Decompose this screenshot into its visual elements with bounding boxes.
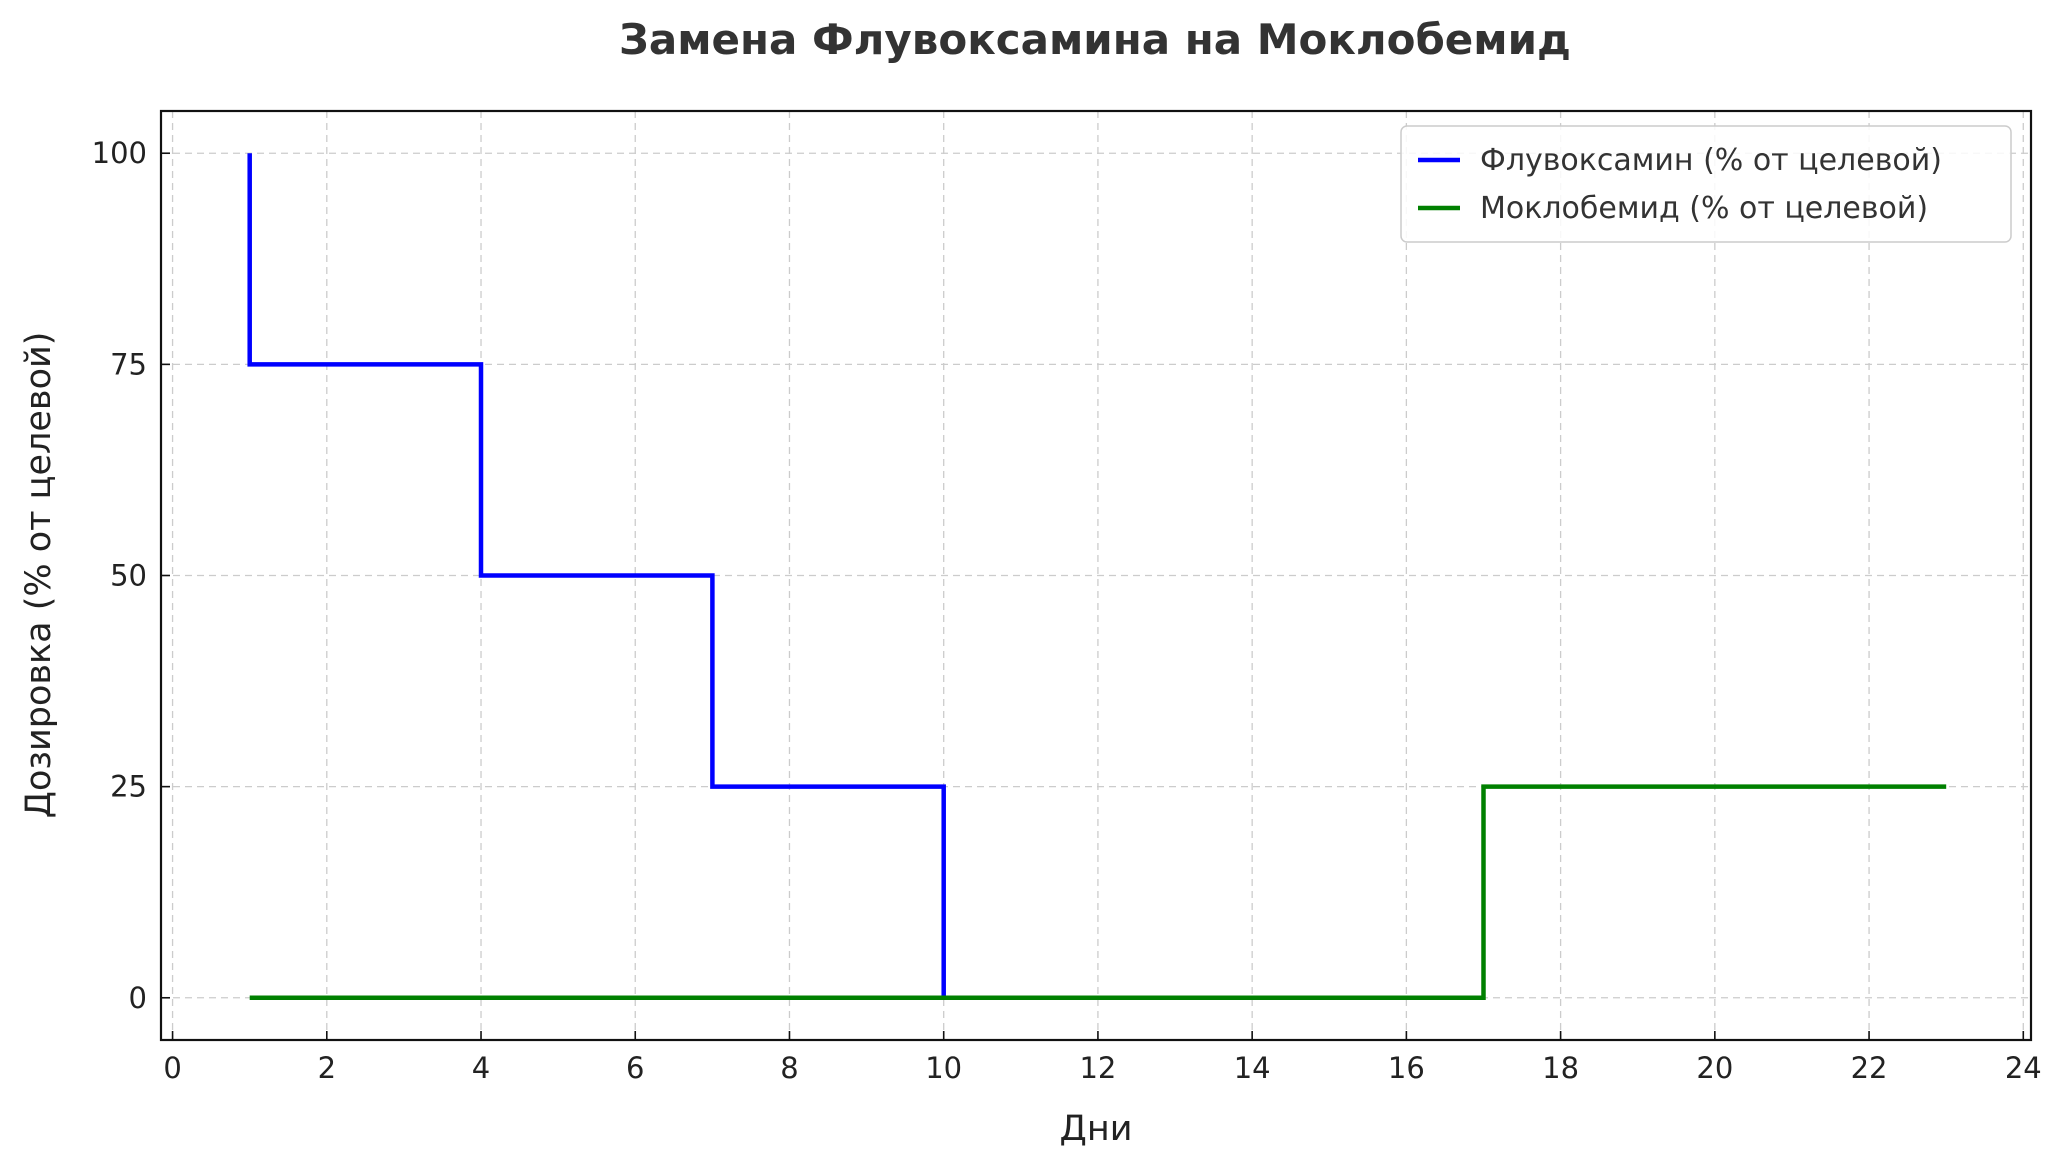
y-tick-label: 75 — [110, 347, 147, 381]
x-axis-ticks: 0 2 4 6 8 10 12 14 16 18 20 22 24 — [163, 1031, 2042, 1085]
x-tick-label: 14 — [1234, 1051, 1271, 1085]
y-axis-label: Дозировка (% от целевой) — [19, 332, 59, 819]
legend-box — [1400, 125, 2012, 243]
y-tick-label: 25 — [110, 770, 147, 804]
series-line-fluvoxamine — [247, 153, 1330, 1001]
x-tick-label: 8 — [780, 1051, 798, 1085]
x-tick-label: 22 — [1851, 1051, 1888, 1085]
x-tick-label: 0 — [163, 1051, 181, 1085]
x-tick-label: 12 — [1079, 1051, 1116, 1085]
x-tick-label: 24 — [2005, 1051, 2042, 1085]
series-line-moclobemide — [249, 784, 1947, 1001]
legend: Флувоксамин (% от целевой) Моклобемид (%… — [1400, 125, 2012, 243]
y-tick-label: 50 — [110, 559, 147, 593]
x-tick-label: 4 — [472, 1051, 490, 1085]
legend-label-moclobemide: Моклобемид (% от целевой) — [1480, 191, 1928, 226]
grid — [161, 111, 2031, 1040]
y-tick-label: 100 — [92, 136, 147, 170]
y-tick-label: 0 — [129, 981, 147, 1015]
x-tick-label: 18 — [1542, 1051, 1579, 1085]
x-tick-label: 20 — [1696, 1051, 1733, 1085]
series-lines — [247, 153, 1947, 1001]
chart-title: Замена Флувоксамина на Моклобемид — [619, 15, 1571, 64]
x-tick-label: 10 — [925, 1051, 962, 1085]
x-axis-label: Дни — [1060, 1109, 1133, 1149]
legend-label-fluvoxamine: Флувоксамин (% от целевой) — [1480, 143, 1942, 178]
x-tick-label: 16 — [1388, 1051, 1425, 1085]
y-axis-ticks: 0 25 50 75 100 — [92, 136, 170, 1015]
x-tick-label: 2 — [318, 1051, 336, 1085]
x-tick-label: 6 — [626, 1051, 644, 1085]
